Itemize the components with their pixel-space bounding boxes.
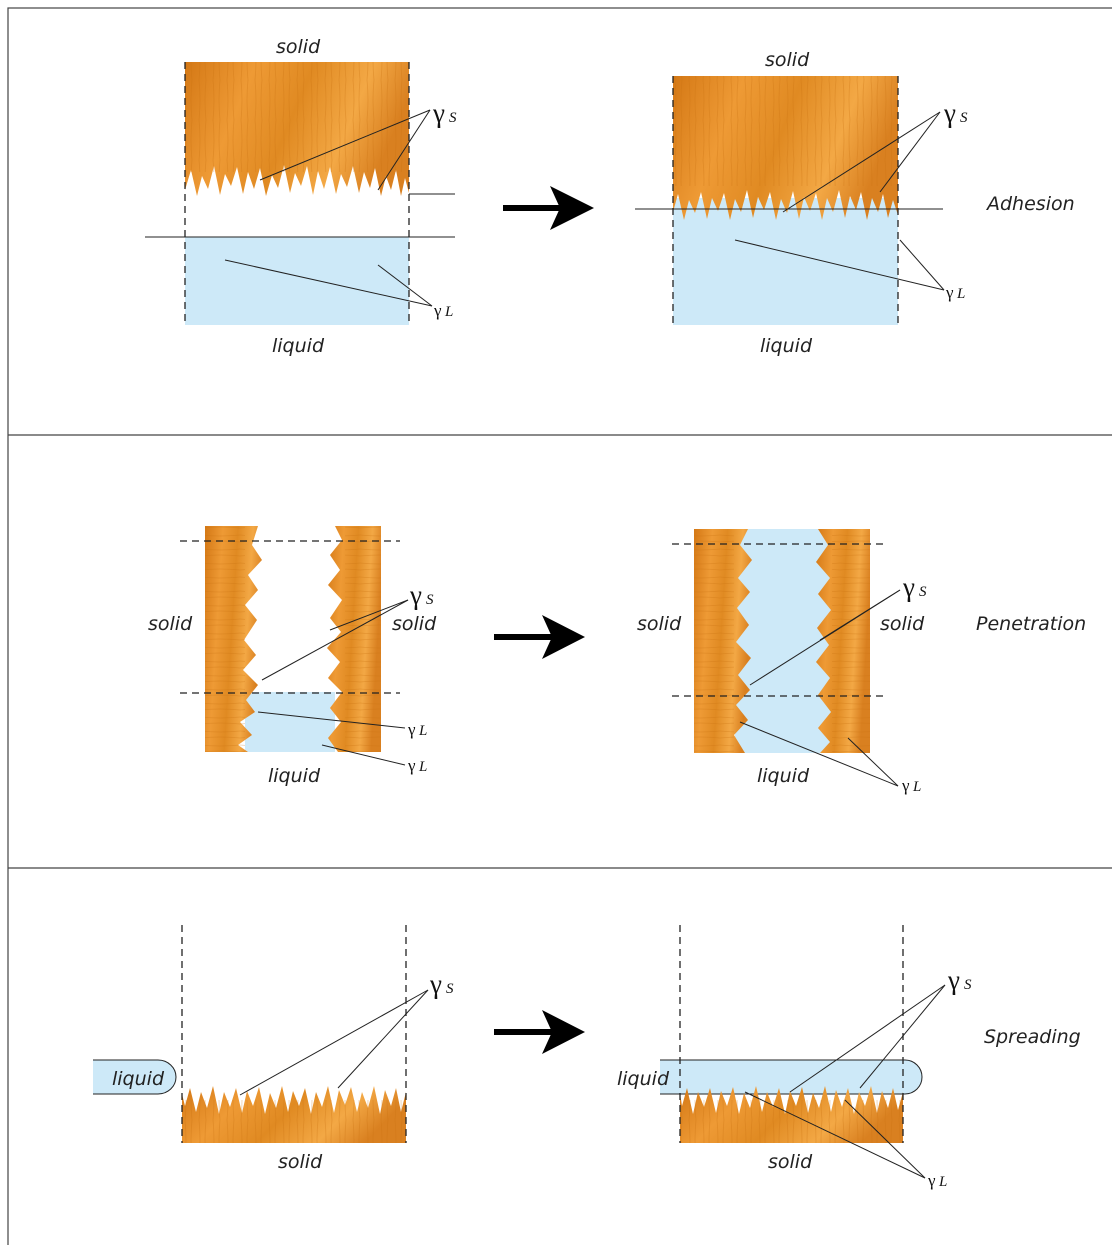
solid-label-spread-after: solid — [768, 1151, 813, 1173]
process-adhesion-label: Adhesion — [985, 193, 1075, 215]
solid-block-after — [673, 76, 898, 220]
solid-block-before — [185, 62, 409, 196]
liquid-film-after — [660, 1059, 923, 1095]
solid-block-spread-before — [182, 1086, 406, 1143]
liquid-label: liquid — [272, 335, 325, 357]
gamma-s-subscript-after: S — [960, 110, 968, 126]
solid-label-after: solid — [765, 49, 810, 71]
gamma-s-label-spread-after: γ — [947, 965, 960, 995]
solid-label: solid — [276, 36, 321, 58]
solid-label-pen-left: solid — [148, 613, 193, 635]
gamma-s-label: γ — [432, 98, 445, 128]
process-penetration-label: Penetration — [976, 613, 1086, 635]
solid-label-spread: solid — [278, 1151, 323, 1173]
gamma-s-subscript-pen-after: S — [919, 584, 927, 600]
liquid-label-pen-after: liquid — [757, 765, 810, 787]
gamma-l-subscript: L — [444, 304, 453, 320]
gamma-l-label-after: γ — [945, 283, 954, 302]
solid-wall-left-after — [694, 529, 752, 753]
right-arrow-icon — [494, 615, 585, 659]
right-arrow-icon — [503, 186, 594, 230]
panel-penetration: γ S γ L γ L solid solid liquid γ S — [148, 526, 1086, 795]
panel-frames — [7, 7, 1112, 1245]
solid-wall-right-after — [816, 529, 870, 753]
gamma-l-label-spread-after: γ — [927, 1171, 936, 1190]
gamma-l-label-pen-after: γ — [901, 776, 910, 795]
panel-adhesion: γ S γ L solid liquid γ S γ L solid liqui… — [145, 36, 1075, 357]
solid-label-pen-after-left: solid — [637, 613, 682, 635]
liquid-block-before — [185, 237, 409, 325]
liquid-capillary-before — [245, 692, 335, 752]
gamma-s-subscript: S — [449, 110, 457, 126]
liquid-label-spread-after: liquid — [617, 1068, 670, 1090]
solid-wall-right-before — [327, 526, 381, 752]
liquid-label-after: liquid — [760, 335, 813, 357]
liquid-label-spread: liquid — [112, 1068, 165, 1090]
gamma-s-subscript-spread: S — [446, 981, 454, 997]
liquid-capillary-after — [735, 529, 835, 753]
solid-label-pen-after-right: solid — [880, 613, 925, 635]
gamma-l-subscript-pen-1: L — [418, 723, 427, 739]
liquid-drop-before — [93, 1059, 177, 1095]
gamma-l-label: γ — [433, 301, 442, 320]
gamma-l-label-pen-2: γ — [407, 756, 416, 775]
gamma-s-label-pen-after: γ — [902, 572, 915, 602]
gamma-s-subscript-pen: S — [426, 592, 434, 608]
gamma-l-label-pen-1: γ — [407, 720, 416, 739]
liquid-label-pen: liquid — [268, 765, 321, 787]
gamma-s-subscript-spread-after: S — [964, 977, 972, 993]
solid-wall-left-before — [205, 526, 262, 752]
gamma-l-subscript-spread-after: L — [938, 1174, 947, 1190]
panel-spreading: liquid γ S solid liquid γ S γ L — [93, 925, 1081, 1190]
gamma-s-label-spread: γ — [429, 969, 442, 999]
gamma-l-subscript-pen-2: L — [418, 759, 427, 775]
gamma-s-label-after: γ — [943, 98, 956, 128]
gamma-l-subscript-pen-after: L — [912, 779, 921, 795]
liquid-block-after — [673, 198, 898, 325]
right-arrow-icon — [494, 1010, 585, 1054]
solid-label-pen-right: solid — [392, 613, 437, 635]
gamma-s-label-pen: γ — [409, 580, 422, 610]
gamma-l-subscript-after: L — [956, 286, 965, 302]
process-spreading-label: Spreading — [984, 1026, 1081, 1048]
